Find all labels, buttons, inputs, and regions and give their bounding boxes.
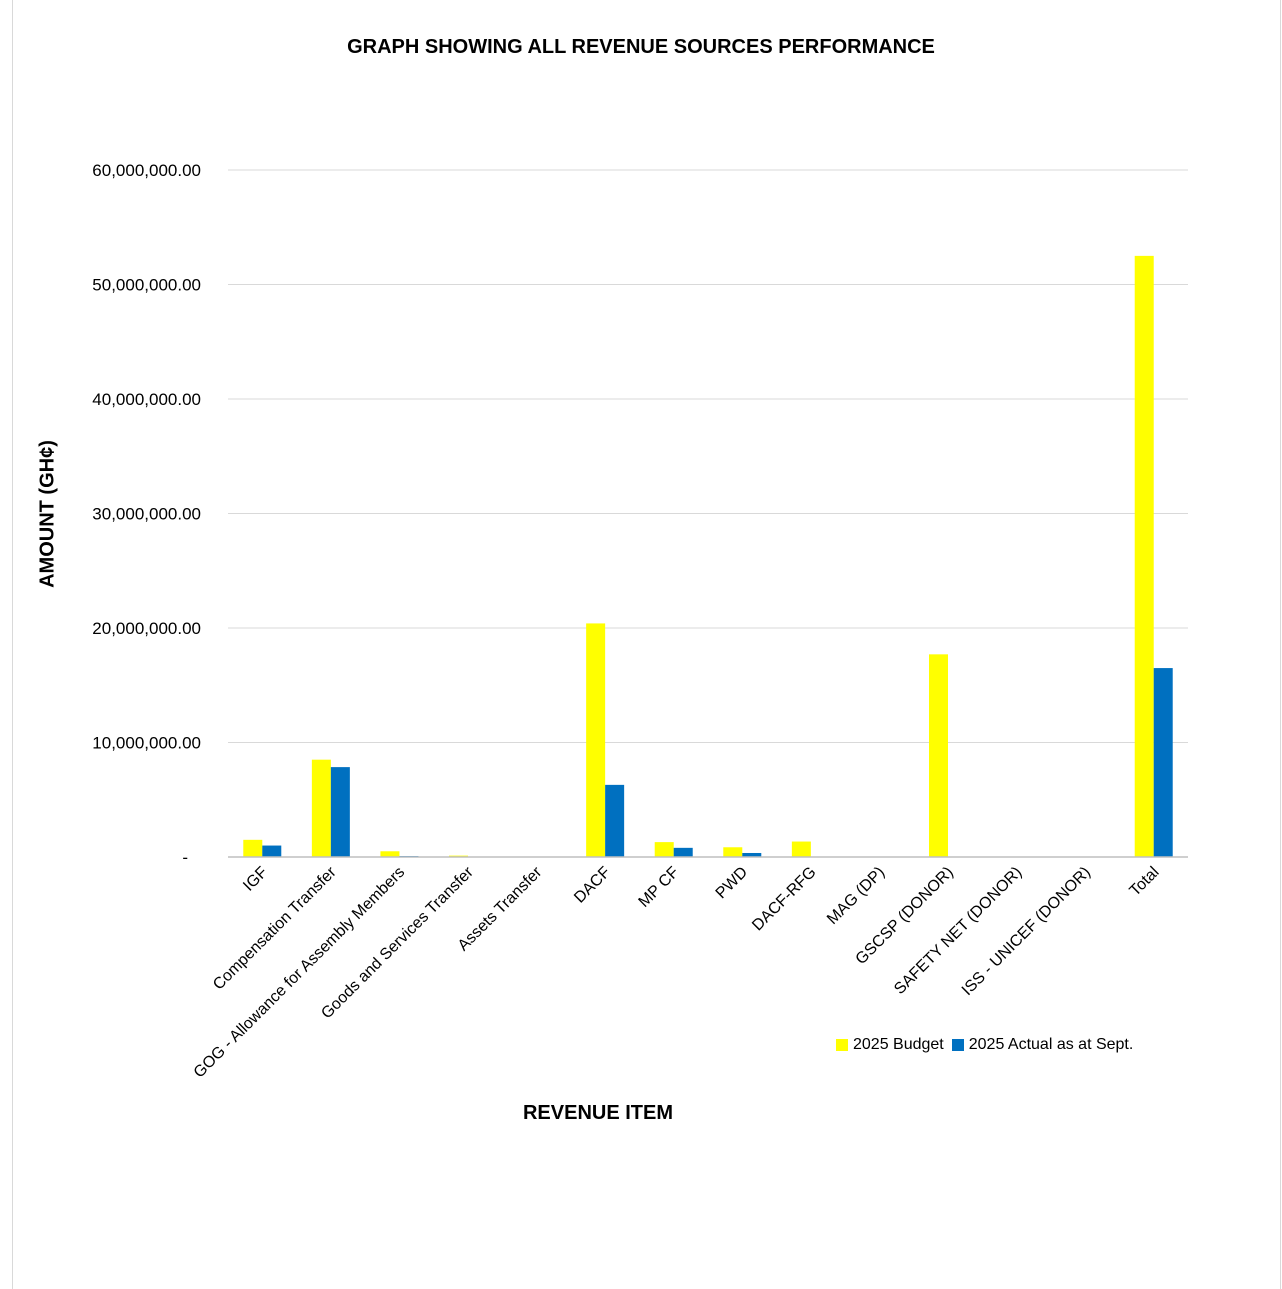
y-tick-label-5: 50,000,000.00: [92, 276, 201, 295]
bar-actual-1: [330, 767, 350, 857]
bar-budget-0: [243, 839, 263, 857]
y-tick-label-3: 30,000,000.00: [92, 505, 201, 524]
x-tick-label-12: ISS - UNICEF (DONOR): [959, 864, 1094, 999]
x-tick-label-1: Compensation Transfer: [210, 863, 340, 993]
bar-actual-7: [742, 852, 762, 857]
bar-budget-8: [791, 841, 811, 857]
bar-actual-6: [673, 847, 693, 857]
x-tick-label-5: DACF: [571, 864, 614, 907]
x-tick-label-3: Goods and Services Transfer: [318, 863, 477, 1022]
x-tick-label-9: MAG (DP): [824, 864, 888, 928]
bar-budget-5: [586, 623, 606, 857]
x-tick-label-6: MP CF: [636, 864, 683, 911]
x-tick-label-13: Total: [1127, 864, 1163, 900]
chart-title: GRAPH SHOWING ALL REVENUE SOURCES PERFOR…: [347, 36, 935, 58]
x-tick-label-11: SAFETY NET (DONOR): [891, 864, 1025, 998]
bar-actual-13: [1153, 668, 1173, 857]
x-tick-label-7: PWD: [713, 864, 751, 902]
y-tick-label-6: 60,000,000.00: [92, 161, 201, 180]
bar-actual-5: [605, 784, 625, 857]
legend: 2025 Budget 2025 Actual as at Sept.: [836, 1036, 1141, 1054]
legend-item-budget: 2025 Budget: [836, 1036, 944, 1054]
bar-budget-1: [311, 759, 331, 857]
x-tick-label-8: DACF-RFG: [749, 864, 819, 934]
y-tick-label-0: -: [182, 848, 188, 867]
bar-budget-13: [1134, 255, 1154, 857]
bar-budget-10: [929, 654, 948, 857]
legend-swatch-budget: [836, 1039, 848, 1051]
bar-budget-2: [380, 851, 400, 857]
y-tick-label-1: 10,000,000.00: [92, 734, 201, 753]
bar-budget-7: [723, 847, 743, 857]
x-axis-title: REVENUE ITEM: [522, 1102, 674, 1124]
chart-frame: [12, 0, 1281, 1289]
x-tick-label-0: IGF: [240, 864, 271, 895]
bar-actual-0: [262, 845, 282, 857]
legend-item-actual: 2025 Actual as at Sept.: [951, 1036, 1134, 1054]
legend-label-actual: 2025 Actual as at Sept.: [968, 1036, 1134, 1053]
bar-budget-6: [654, 842, 674, 857]
y-tick-label-4: 40,000,000.00: [92, 390, 201, 409]
y-tick-label-2: 20,000,000.00: [92, 619, 201, 638]
legend-swatch-actual: [951, 1039, 964, 1051]
legend-label-budget: 2025 Budget: [853, 1036, 944, 1053]
